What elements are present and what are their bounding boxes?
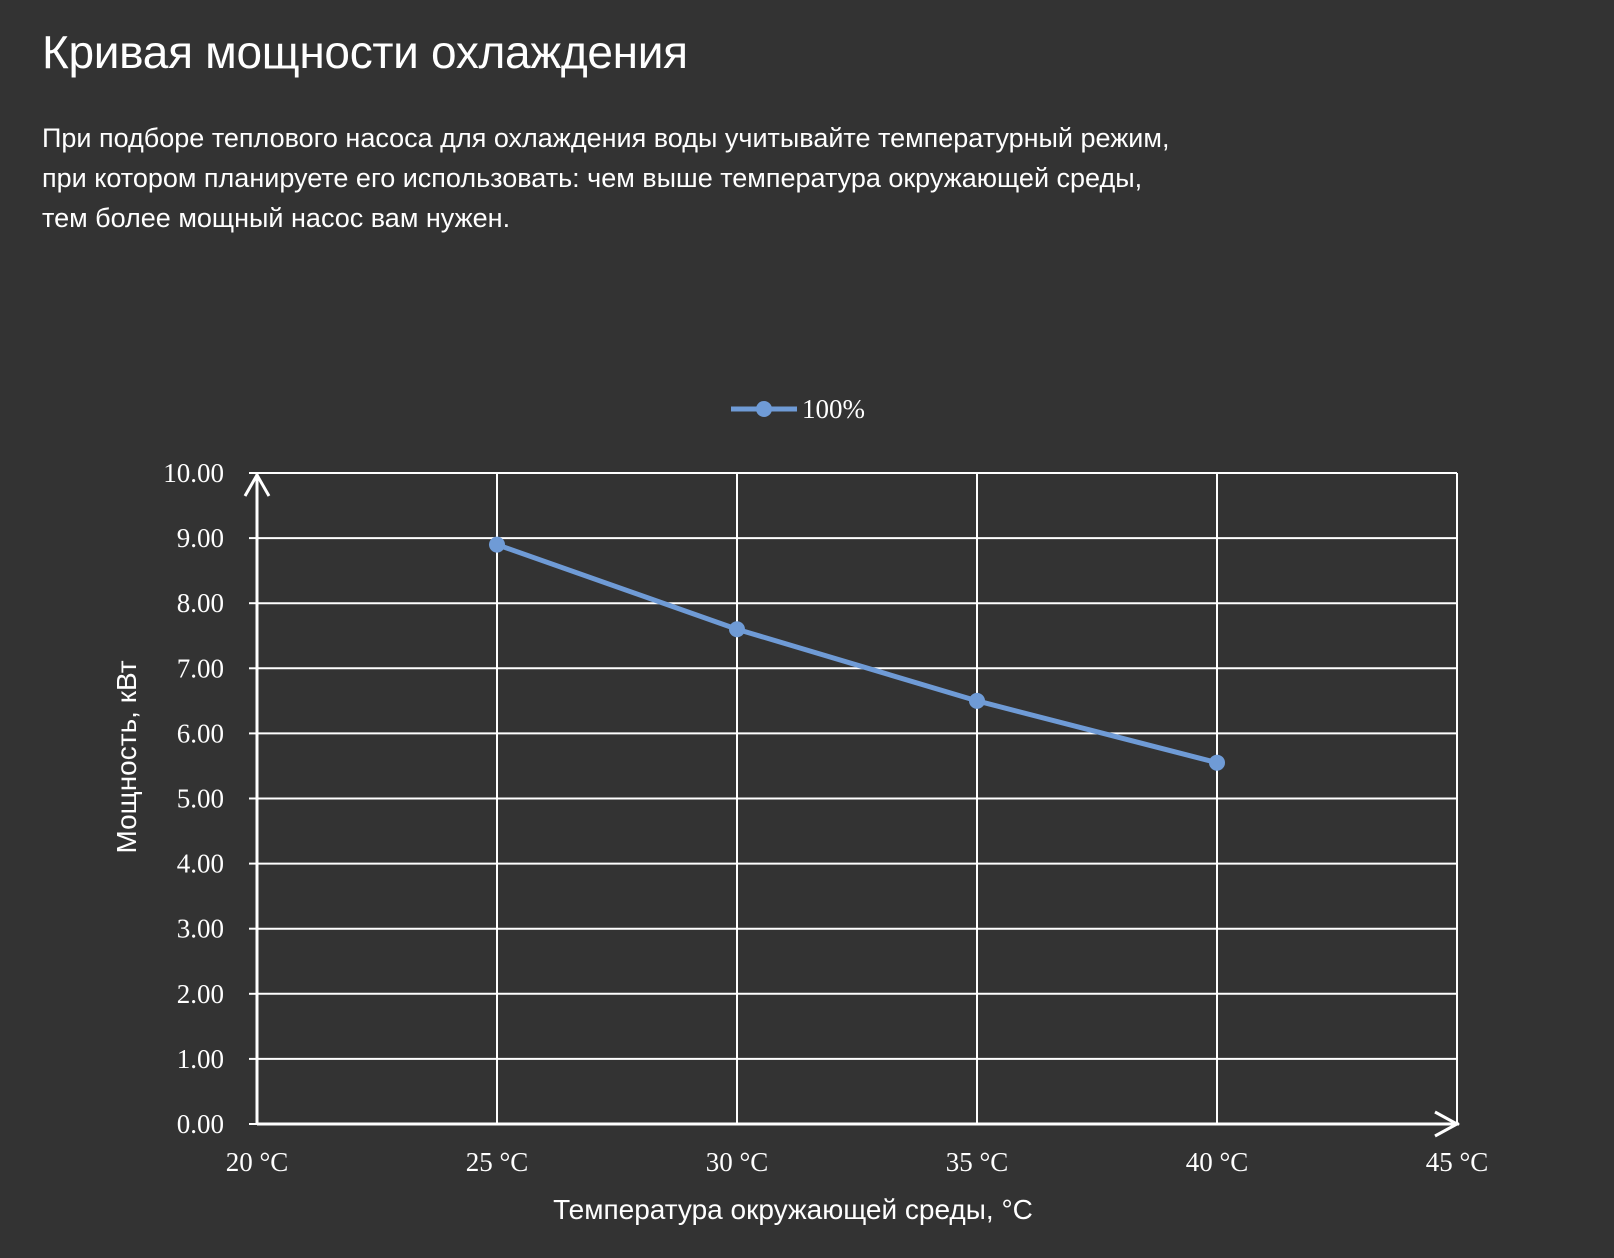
y-tick-label: 5.00 [177,784,224,814]
axes [243,471,1461,1138]
y-tick-label: 3.00 [177,914,224,944]
legend: 100% [731,394,865,424]
x-tick-label: 35 °C [946,1147,1009,1177]
y-tick-label: 1.00 [177,1044,224,1074]
x-tick-label: 45 °C [1426,1147,1489,1177]
page-title: Кривая мощности охлаждения [42,26,688,78]
page-description: При подборе теплового насоса для охлажде… [42,118,1342,238]
y-tick-label: 0.00 [177,1109,224,1139]
x-tick-label: 30 °C [706,1147,769,1177]
y-tick-label: 7.00 [177,653,224,683]
data-point [969,692,985,709]
data-point [729,621,745,638]
y-tick-label: 10.00 [163,458,224,488]
y-axis-arrow [243,471,271,497]
description-line-3: тем более мощный насос вам нужен. [42,203,511,233]
x-tick-label: 20 °C [226,1147,289,1177]
x-tick-label: 25 °C [466,1147,529,1177]
y-tick-label: 9.00 [177,523,224,553]
y-tick-label: 8.00 [177,588,224,618]
tick-labels: 0.00 1.00 2.00 3.00 4.00 5.00 6.00 7.00 8.00 9.00… [163,458,1488,1177]
x-tick-label: 40 °C [1186,1147,1249,1177]
y-tick-label: 6.00 [177,718,224,748]
legend-label: 100% [802,394,865,424]
data-point [489,536,505,553]
x-axis-title: Температура окружающей среды, °C [553,1194,1033,1225]
series [489,536,1225,771]
series-line [496,542,1218,766]
y-axis-title: Мощность, кВт [111,660,142,853]
description-line-2: при котором планируете его использовать:… [42,163,1143,193]
legend-marker [756,401,772,417]
y-tick-label: 4.00 [177,849,224,879]
x-axis-arrow [1434,1110,1461,1138]
data-point [1209,754,1225,771]
description-line-1: При подборе теплового насоса для охлажде… [42,123,1170,153]
grid [257,472,1458,1124]
y-tick-label: 2.00 [177,979,224,1009]
